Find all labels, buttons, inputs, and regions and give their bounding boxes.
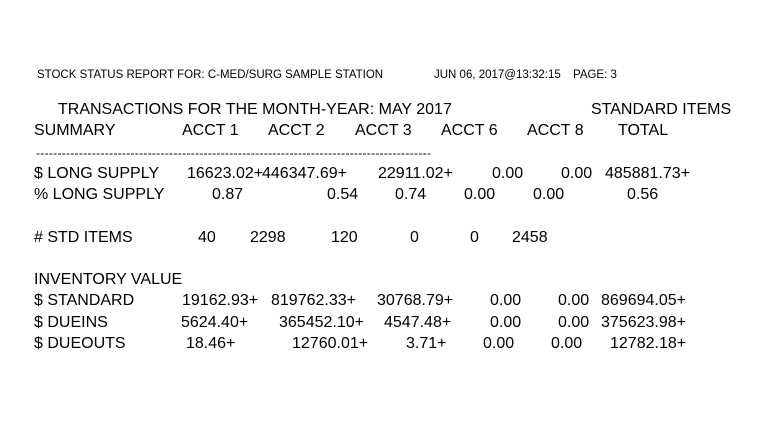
long-supply-dollar-acct1: 16623.02+ bbox=[187, 165, 264, 182]
transactions-heading: TRANSACTIONS FOR THE MONTH-YEAR: MAY 201… bbox=[58, 101, 452, 118]
standard-acct1: 19162.93+ bbox=[182, 292, 259, 309]
row-label-std-items: # STD ITEMS bbox=[34, 229, 133, 246]
column-header-acct1: ACCT 1 bbox=[182, 122, 239, 139]
column-header-acct6: ACCT 6 bbox=[441, 122, 498, 139]
std-items-acct8: 0 bbox=[470, 229, 479, 246]
std-items-total: 2458 bbox=[512, 229, 548, 246]
dueins-acct2: 365452.10+ bbox=[279, 314, 364, 331]
long-supply-pct-acct6: 0.00 bbox=[464, 186, 496, 203]
dueouts-acct6: 0.00 bbox=[483, 335, 515, 352]
long-supply-dollar-acct3: 22911.02+ bbox=[378, 165, 453, 182]
standard-acct2: 819762.33+ bbox=[271, 292, 356, 309]
long-supply-dollar-acct8: 0.00 bbox=[561, 165, 593, 182]
separator-line: ----------------------------------------… bbox=[36, 146, 432, 160]
dueouts-acct1: 18.46+ bbox=[186, 335, 236, 352]
long-supply-dollar-total: 485881.73+ bbox=[605, 165, 690, 182]
dueouts-acct2: 12760.01+ bbox=[292, 335, 369, 352]
std-items-acct6: 0 bbox=[410, 229, 419, 246]
standard-total: 869694.05+ bbox=[601, 292, 686, 309]
long-supply-dollar-acct6: 0.00 bbox=[492, 165, 524, 182]
row-label-dueins: $ DUEINS bbox=[34, 314, 108, 331]
standard-acct3: 30768.79+ bbox=[377, 292, 454, 309]
std-items-acct3: 120 bbox=[331, 229, 358, 246]
row-label-standard: $ STANDARD bbox=[34, 292, 135, 309]
report-timestamp: JUN 06, 2017@13:32:15 bbox=[434, 69, 561, 81]
dueins-acct3: 4547.48+ bbox=[384, 314, 452, 331]
row-label-long-supply-dollar: $ LONG SUPPLY bbox=[34, 165, 160, 182]
dueouts-acct3: 3.71+ bbox=[406, 335, 447, 352]
row-label-dueouts: $ DUEOUTS bbox=[34, 335, 126, 352]
standard-acct6: 0.00 bbox=[490, 292, 522, 309]
row-label-long-supply-pct: % LONG SUPPLY bbox=[34, 186, 165, 203]
dueouts-total: 12782.18+ bbox=[610, 335, 687, 352]
column-header-acct3: ACCT 3 bbox=[355, 122, 412, 139]
column-header-acct2: ACCT 2 bbox=[268, 122, 325, 139]
dueins-acct8: 0.00 bbox=[558, 314, 590, 331]
dueouts-acct8: 0.00 bbox=[551, 335, 583, 352]
std-items-acct1: 40 bbox=[198, 229, 216, 246]
long-supply-pct-acct3: 0.74 bbox=[395, 186, 427, 203]
long-supply-dollar-acct2: 446347.69+ bbox=[262, 165, 347, 182]
column-header-summary: SUMMARY bbox=[34, 122, 116, 139]
column-header-acct8: ACCT 8 bbox=[527, 122, 584, 139]
inventory-value-heading: INVENTORY VALUE bbox=[34, 271, 183, 288]
dueins-acct1: 5624.40+ bbox=[181, 314, 249, 331]
std-items-acct2: 2298 bbox=[250, 229, 286, 246]
dueins-acct6: 0.00 bbox=[490, 314, 522, 331]
report-title: STOCK STATUS REPORT FOR: C-MED/SURG SAMP… bbox=[37, 69, 384, 81]
long-supply-pct-acct2: 0.54 bbox=[327, 186, 359, 203]
report-page-number: PAGE: 3 bbox=[573, 69, 617, 81]
dueins-total: 375623.98+ bbox=[601, 314, 686, 331]
long-supply-pct-total: 0.56 bbox=[627, 186, 659, 203]
long-supply-pct-acct1: 0.87 bbox=[212, 186, 244, 203]
column-header-total: TOTAL bbox=[618, 122, 669, 139]
standard-acct8: 0.00 bbox=[558, 292, 590, 309]
standard-items-label: STANDARD ITEMS bbox=[591, 101, 732, 118]
long-supply-pct-acct8: 0.00 bbox=[533, 186, 565, 203]
